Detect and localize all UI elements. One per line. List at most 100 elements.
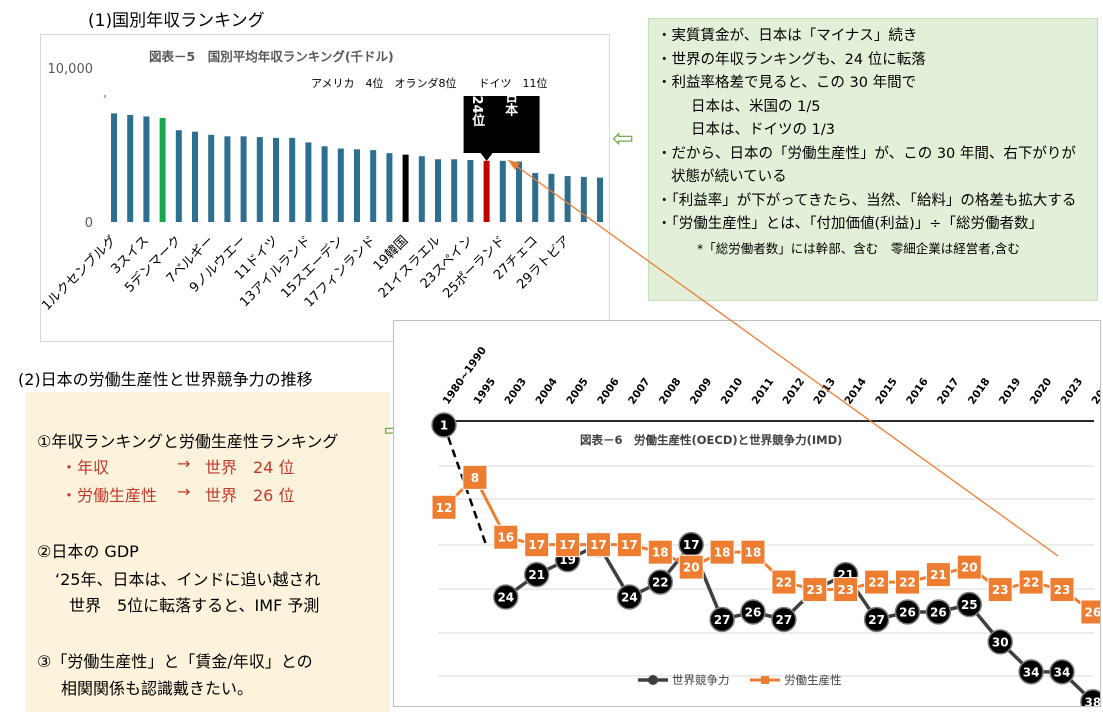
x-tick-label: 2019 [997,376,1024,407]
productivity-chart: 1980~1990 1995 2003 2004 2005 2006 2007 2008 200… [393,320,1103,715]
section1-title: (1)国別年収ランキング [88,11,265,31]
productivity-marker [431,494,457,520]
productivity-marker [1018,569,1044,595]
productivity-marker [925,562,951,588]
productivity-label: 18 [652,546,669,560]
competitiveness-label: 38 [1085,695,1100,706]
productivity-label: 17 [528,538,545,552]
callout-box [463,96,540,153]
x-tick-label: 2014 [842,376,869,407]
bar [418,156,425,222]
productivity-marker [771,569,797,595]
bar [159,117,166,222]
productivity-label: 26 [1085,606,1100,620]
productivity-label: 23 [1054,583,1071,597]
competitiveness-marker [925,599,952,625]
summary-item3-line1: ③「労働生産性」と「賃金/年収」との [37,652,313,671]
productivity-label: 16 [497,531,514,545]
bar [224,136,231,222]
productivity-label: 20 [961,561,978,575]
x-tick-label: 2017 [935,376,962,407]
competitiveness-label: 30 [992,635,1009,649]
bar [370,150,377,222]
legend-label: 労働生産性 [784,673,842,687]
summary-item2-heading: ②日本の GDP [37,542,139,561]
bar [532,173,539,222]
productivity-label: 12 [436,501,453,515]
income-ranking-svg: 図表－5 国別平均年収ランキング(千ドル) アメリカ 4位 オランダ8位 ドイツ … [39,49,603,314]
section2-title: (2)日本の労働生産性と世界競争力の推移 [18,370,313,389]
note-line: 日本は、ドイツの 1/3 [691,122,835,138]
x-tick-label: 2003 [502,376,529,407]
competitiveness-marker [493,584,519,610]
series-dashed-segment [442,424,489,548]
x-tick-label: 1995 [472,376,499,407]
legend-marker-competitiveness [648,675,658,685]
productivity-label: 17 [559,538,576,552]
x-tick-label: 2004 [533,376,560,407]
callout-country: 日本 [502,90,517,117]
competitiveness-label: 34 [1054,665,1071,679]
note-line: ・利益率格差で見ると、この 30 年間で [657,75,917,91]
competitiveness-marker [987,629,1013,655]
productivity-label: 23 [837,583,854,597]
bar [402,154,409,222]
x-tick-label: 2016 [904,376,931,407]
summary-item1-row2-arrow: → [177,482,191,501]
summary-item2-line1: ‘25年、日本は、インドに追い越され [55,570,321,589]
chart-annotation: アメリカ 4位 オランダ8位 ドイツ 11位 [311,76,547,90]
x-tick-label: 2008 [657,376,684,407]
summary-item1-row1-label: ・年収 [61,458,110,477]
competitiveness-label: 1 [440,419,448,433]
productivity-label: 18 [714,546,731,560]
summary-item3-line2: 相関関係も認識戴きたい。 [61,679,254,698]
competitiveness-label: 34 [1023,665,1040,679]
bar [305,142,312,222]
productivity-label: 23 [992,583,1009,597]
productivity-label: 21 [930,568,947,582]
productivity-label: 22 [1023,576,1040,590]
competitiveness-label: 27 [776,613,793,627]
bar [516,161,522,222]
competitiveness-marker [647,569,674,595]
competitiveness-marker [894,599,921,625]
productivity-marker [1080,599,1103,625]
note-line: ・世界の年収ランキングも、24 位に転落 [657,51,926,68]
productivity-label: 17 [590,538,607,552]
competitiveness-marker [616,584,643,610]
productivity-marker [678,554,704,580]
bar [451,159,458,222]
productivity-label: 22 [868,576,885,590]
note-line: 日本は、米国の 1/5 [691,98,821,115]
competitiveness-label: 25 [961,598,978,612]
competitiveness-label: 27 [714,613,731,627]
summary-item2-line2: 世界 5位に転落すると、IMF 予測 [69,596,320,615]
bar [435,159,441,222]
bar [354,149,360,222]
bar [321,146,328,222]
summary-item1-row2-label: ・労働生産性 [61,486,158,505]
competitiveness-label: 26 [745,606,762,620]
x-tick-label: 2015 [873,376,900,407]
bar [386,153,393,222]
callout-pointer [480,153,493,161]
bar [467,160,474,222]
x-tick-label: 2009 [688,376,715,407]
x-tick-label: 2007 [626,376,653,407]
summary-box: ①年収ランキングと労働生産性ランキング ・年収 → 世界 24 位 ・労働生産性… [25,392,390,712]
productivity-marker [864,569,890,595]
competitiveness-label: 26 [899,606,916,620]
x-tick-label: 2012 [781,376,808,407]
x-tick-label: 2011 [750,376,777,407]
summary-item1-row1-value: 世界 24 位 [205,458,295,477]
x-tick-label: 2005 [564,376,591,407]
y-tick-label: 10,000 [48,62,94,77]
bar [564,176,571,222]
productivity-label: 8 [471,471,479,485]
productivity-label: 18 [745,546,762,560]
left-arrow-icon: ⇦ [612,124,634,154]
productivity-label: 20 [683,561,700,575]
productivity-label: 23 [806,583,823,597]
bar [483,160,490,222]
